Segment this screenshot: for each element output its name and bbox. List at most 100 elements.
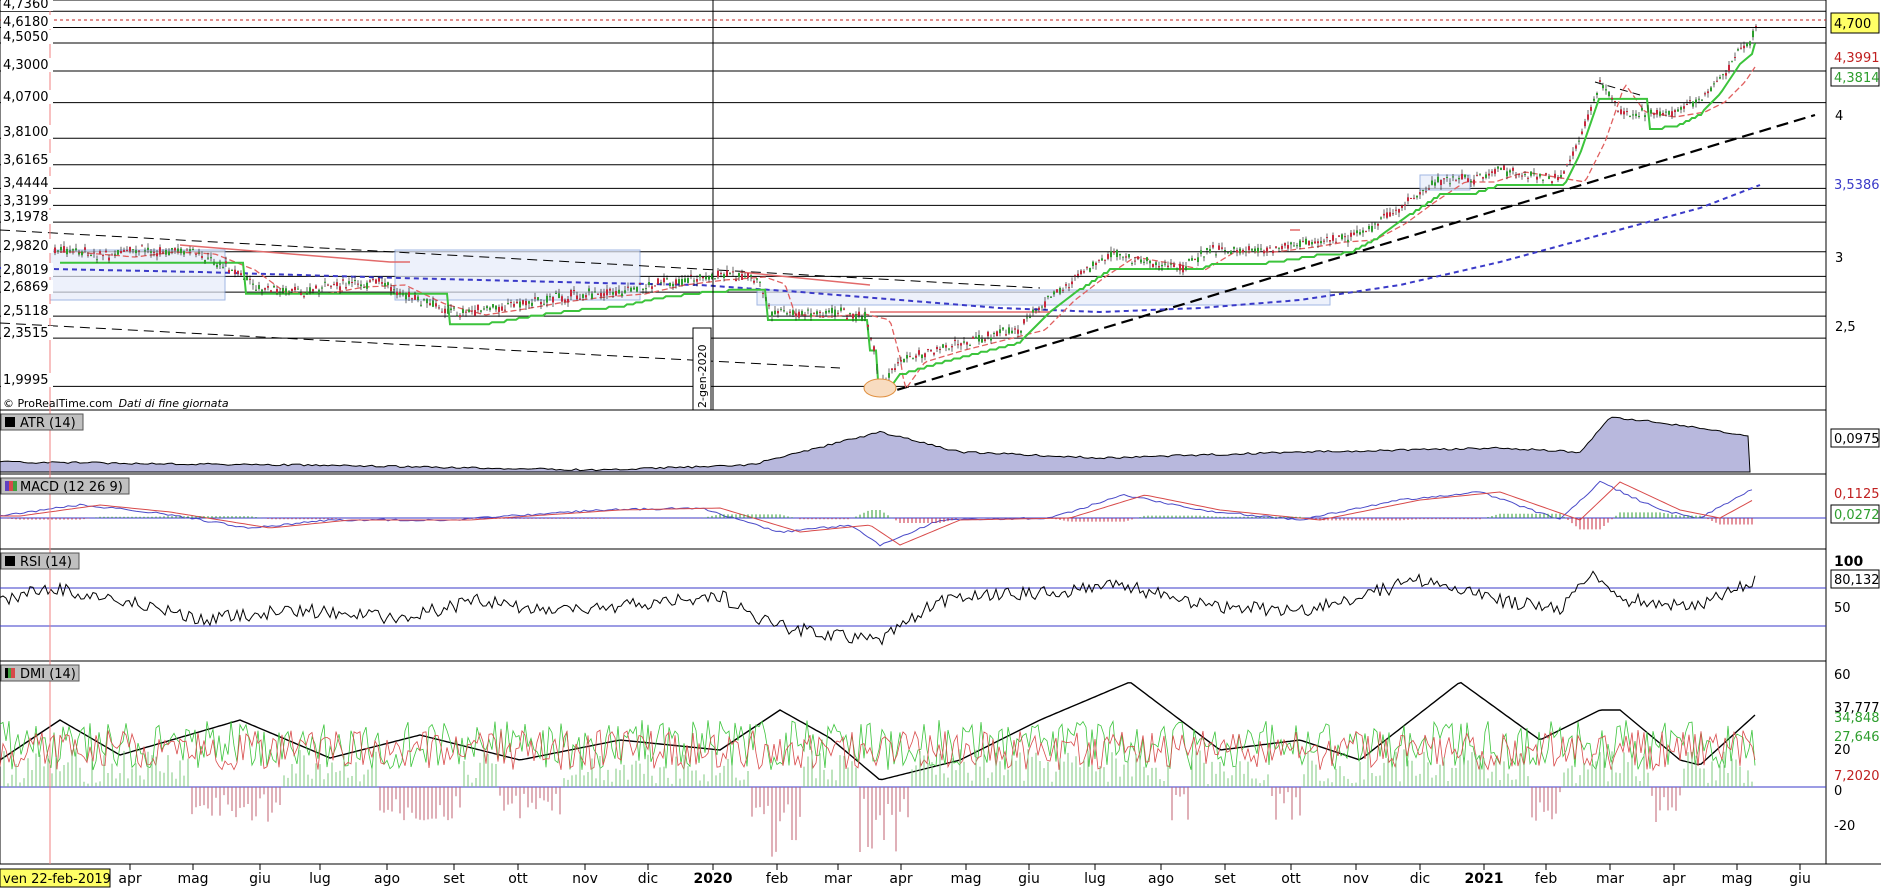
candle-body bbox=[720, 272, 722, 275]
right-tick-3: 3 bbox=[1835, 251, 1843, 266]
candle-body bbox=[1134, 260, 1136, 262]
candle-body bbox=[60, 246, 62, 251]
candle-body bbox=[582, 294, 584, 298]
candle-body bbox=[393, 289, 395, 291]
candle-body bbox=[660, 282, 662, 284]
candle-body bbox=[1341, 234, 1343, 240]
candle-body bbox=[522, 300, 524, 305]
candle-body bbox=[399, 291, 401, 293]
candle-body bbox=[1017, 329, 1019, 334]
candle-body bbox=[420, 304, 422, 306]
macd-line bbox=[0, 480, 1753, 547]
candle-body bbox=[513, 303, 515, 307]
candle-body bbox=[360, 284, 362, 287]
candle-body bbox=[1494, 169, 1496, 174]
candle-body bbox=[939, 348, 941, 350]
candle-body bbox=[636, 286, 638, 292]
candle-body bbox=[813, 312, 815, 314]
candle-body bbox=[1131, 263, 1133, 265]
candle-body bbox=[1080, 270, 1082, 275]
candle-body bbox=[1362, 230, 1364, 233]
candle-body bbox=[684, 278, 686, 283]
candle-body bbox=[699, 274, 701, 278]
candle-body bbox=[1158, 266, 1160, 268]
candle-body bbox=[192, 248, 194, 251]
candle-body bbox=[1350, 232, 1352, 237]
candle-body bbox=[798, 311, 800, 318]
candle-body bbox=[303, 296, 305, 298]
svg-text:80,132: 80,132 bbox=[1834, 573, 1880, 588]
candle-body bbox=[1578, 140, 1580, 142]
candle-body bbox=[237, 270, 239, 274]
candle-body bbox=[1170, 263, 1172, 265]
candle-body bbox=[108, 257, 110, 261]
candle-body bbox=[909, 356, 911, 358]
candle-body bbox=[1146, 257, 1148, 262]
level-label: 3,8100 bbox=[3, 125, 49, 140]
candle-body bbox=[1065, 284, 1067, 286]
x-tick-label: mar bbox=[824, 871, 852, 887]
candle-body bbox=[285, 288, 287, 294]
candle-body bbox=[291, 288, 293, 292]
indicator-lines bbox=[0, 416, 1826, 857]
candle-body bbox=[1605, 89, 1607, 91]
candle-body bbox=[1503, 165, 1505, 171]
candle-body bbox=[327, 284, 329, 286]
candle-body bbox=[483, 308, 485, 310]
candle-body bbox=[414, 295, 416, 300]
candle-body bbox=[1596, 92, 1598, 95]
candle-body bbox=[1401, 205, 1403, 208]
candle-body bbox=[1653, 113, 1655, 115]
candle-body bbox=[543, 303, 545, 305]
candle-body bbox=[219, 261, 221, 265]
trend-lines bbox=[0, 81, 1816, 397]
candle-body bbox=[687, 278, 689, 283]
candle-body bbox=[1704, 93, 1706, 95]
candle-body bbox=[624, 290, 626, 293]
candle-body bbox=[1668, 111, 1670, 115]
candle-body bbox=[1398, 209, 1400, 213]
candle-body bbox=[1287, 245, 1289, 249]
candle-body bbox=[396, 291, 398, 296]
candle-body bbox=[126, 250, 128, 252]
candle-body bbox=[831, 307, 833, 314]
candle-body bbox=[66, 248, 68, 255]
candle-body bbox=[1059, 287, 1061, 294]
x-tick-label: ago bbox=[374, 871, 400, 887]
candle-body bbox=[1509, 170, 1511, 173]
rsi-title[interactable]: RSI (14) bbox=[0, 552, 80, 570]
atr-title[interactable]: ATR (14) bbox=[0, 413, 84, 431]
level-label: 4,5050 bbox=[3, 30, 49, 45]
candle-body bbox=[411, 298, 413, 300]
candle-body bbox=[1227, 252, 1229, 254]
candle-body bbox=[1437, 176, 1439, 183]
candle-body bbox=[1071, 281, 1073, 285]
level-label-bg bbox=[1, 90, 53, 104]
candle-body bbox=[717, 270, 719, 278]
candle-body bbox=[1749, 41, 1751, 46]
candle-body bbox=[846, 317, 848, 320]
svg-text:0,0272: 0,0272 bbox=[1834, 508, 1880, 523]
candle-body bbox=[444, 308, 446, 314]
band bbox=[756, 289, 1331, 306]
candle-body bbox=[1728, 64, 1730, 72]
candle-body bbox=[1044, 301, 1046, 308]
candle-body bbox=[171, 248, 173, 250]
candle-body bbox=[288, 291, 290, 293]
candle-body bbox=[1275, 246, 1277, 248]
long-moving-average bbox=[0, 184, 1761, 314]
candle-body bbox=[834, 309, 836, 316]
candle-body bbox=[456, 315, 458, 317]
candle-body bbox=[1680, 107, 1682, 110]
level-label: 2,6869 bbox=[3, 280, 49, 295]
candle-body bbox=[1155, 262, 1157, 266]
macd-title[interactable]: MACD (12 26 9) bbox=[0, 477, 130, 495]
candle-body bbox=[1266, 247, 1268, 252]
candle-body bbox=[1263, 250, 1265, 254]
candle-body bbox=[867, 324, 869, 327]
candle-body bbox=[639, 283, 641, 285]
dmi-title[interactable]: DMI (14) bbox=[0, 664, 80, 682]
candle-body bbox=[546, 295, 548, 303]
